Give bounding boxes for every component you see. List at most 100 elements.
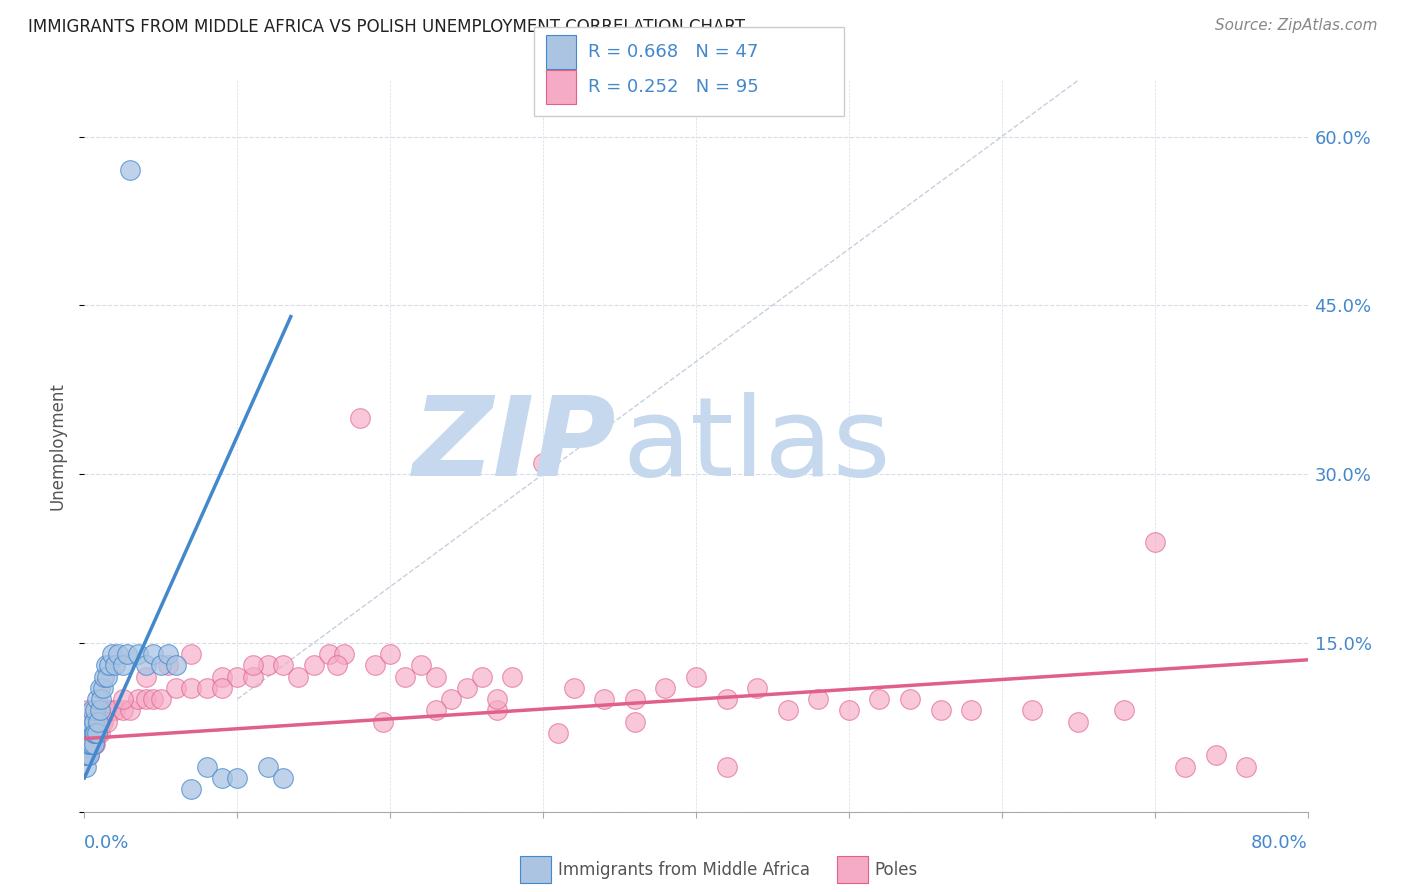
Point	[77, 737, 100, 751]
Point	[75, 726, 97, 740]
Text: Source: ZipAtlas.com: Source: ZipAtlas.com	[1215, 18, 1378, 33]
Point	[425, 670, 447, 684]
Point	[287, 670, 309, 684]
Point	[75, 748, 97, 763]
Point	[257, 658, 280, 673]
Point	[165, 658, 187, 673]
Point	[111, 703, 134, 717]
Point	[211, 681, 233, 695]
Point	[1205, 748, 1227, 763]
Point	[104, 658, 127, 673]
Point	[76, 703, 98, 717]
Text: Poles: Poles	[875, 861, 918, 879]
Point	[93, 670, 115, 684]
Point	[96, 714, 118, 729]
Point	[83, 726, 105, 740]
Point	[76, 737, 98, 751]
Point	[1143, 534, 1166, 549]
Point	[76, 737, 98, 751]
Point	[776, 703, 799, 717]
Point	[157, 647, 180, 661]
Point	[333, 647, 356, 661]
Point	[195, 681, 218, 695]
Point	[96, 670, 118, 684]
Point	[84, 737, 107, 751]
Point	[838, 703, 860, 717]
Point	[80, 737, 103, 751]
Point	[716, 760, 738, 774]
Point	[93, 703, 115, 717]
Point	[79, 737, 101, 751]
Point	[685, 670, 707, 684]
Point	[440, 692, 463, 706]
Point	[91, 681, 114, 695]
Text: 80.0%: 80.0%	[1251, 834, 1308, 852]
Point	[77, 748, 100, 763]
Point	[165, 681, 187, 695]
Point	[94, 658, 117, 673]
Text: R = 0.668   N = 47: R = 0.668 N = 47	[588, 43, 758, 61]
Y-axis label: Unemployment: Unemployment	[48, 382, 66, 510]
Point	[86, 714, 108, 729]
Point	[349, 410, 371, 425]
Point	[79, 737, 101, 751]
Point	[1021, 703, 1043, 717]
Point	[127, 647, 149, 661]
Point	[76, 748, 98, 763]
Point	[960, 703, 983, 717]
Point	[211, 670, 233, 684]
Point	[371, 714, 394, 729]
Point	[97, 658, 120, 673]
Point	[1174, 760, 1197, 774]
Point	[89, 726, 111, 740]
Point	[84, 726, 107, 740]
Point	[104, 703, 127, 717]
Point	[89, 714, 111, 729]
Point	[142, 647, 165, 661]
Point	[101, 647, 124, 661]
Point	[76, 726, 98, 740]
Point	[157, 658, 180, 673]
Point	[1067, 714, 1090, 729]
Point	[90, 714, 112, 729]
Point	[226, 771, 249, 785]
Point	[84, 714, 107, 729]
Point	[89, 703, 111, 717]
Point	[79, 714, 101, 729]
Point	[111, 692, 134, 706]
Point	[1114, 703, 1136, 717]
Point	[86, 726, 108, 740]
Text: ZIP: ZIP	[413, 392, 616, 500]
Point	[180, 782, 202, 797]
Text: R = 0.252   N = 95: R = 0.252 N = 95	[588, 78, 758, 96]
Point	[211, 771, 233, 785]
Point	[807, 692, 830, 706]
Point	[87, 714, 110, 729]
Point	[98, 703, 121, 717]
Point	[77, 726, 100, 740]
Point	[898, 692, 921, 706]
Point	[120, 703, 142, 717]
Point	[76, 748, 98, 763]
Point	[486, 703, 509, 717]
Point	[84, 703, 107, 717]
Point	[195, 760, 218, 774]
Point	[76, 726, 98, 740]
Point	[89, 681, 111, 695]
Point	[624, 714, 647, 729]
Point	[80, 703, 103, 717]
Point	[180, 647, 202, 661]
Point	[75, 737, 97, 751]
Point	[77, 737, 100, 751]
Point	[318, 647, 340, 661]
Point	[425, 703, 447, 717]
Point	[547, 726, 569, 740]
Point	[135, 670, 157, 684]
Point	[75, 760, 97, 774]
Point	[716, 692, 738, 706]
Point	[486, 692, 509, 706]
Point	[75, 748, 97, 763]
Point	[135, 692, 157, 706]
Point	[115, 647, 138, 661]
Point	[593, 692, 616, 706]
